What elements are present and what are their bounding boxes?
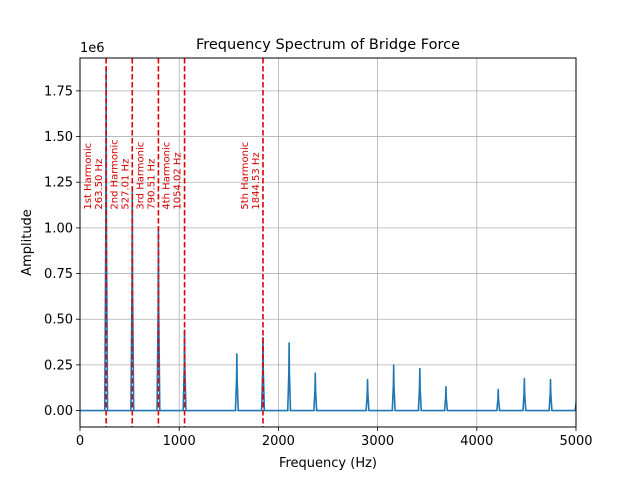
y-tick-label: 1.50 [44,130,73,145]
axis-ticks: 0 1000 2000 3000 4000 5000 0.00 0.25 0.50 0.75 1.0… [44,84,593,449]
harmonic-name-label: 4th Harmonic [162,142,173,210]
x-tick-label: 5000 [559,434,592,449]
harmonic-name-label: 3rd Harmonic [135,142,146,210]
x-tick-label: 3000 [361,434,394,449]
harmonic-label: 2nd Harmonic 527.01 Hz [109,139,131,209]
x-axis-label: Frequency (Hz) [279,456,377,471]
y-axis-label: Amplitude [20,209,35,276]
x-tick-label: 1000 [163,434,196,449]
harmonic-frequency-label: 1054.02 Hz [173,152,184,209]
y-tick-label: 0.25 [44,358,73,373]
chart-title: Frequency Spectrum of Bridge Force [196,37,460,53]
harmonic-name-label: 5th Harmonic [240,142,251,210]
y-tick-label: 0.00 [44,404,73,419]
y-tick-label: 0.50 [44,313,73,328]
harmonic-label: 1st Harmonic 263.50 Hz [83,143,105,210]
spectrum-series-line [80,68,576,412]
harmonic-name-label: 1st Harmonic [83,143,94,210]
harmonic-frequency-label: 263.50 Hz [94,159,105,210]
x-tick-label: 4000 [460,434,493,449]
harmonic-label: 4th Harmonic 1054.02 Hz [162,142,184,210]
y-tick-label: 0.75 [44,267,73,282]
y-tick-label: 1.75 [44,84,73,99]
harmonic-frequency-label: 527.01 Hz [120,159,131,210]
x-tick-label: 2000 [262,434,295,449]
harmonic-frequency-label: 1844.53 Hz [251,152,262,209]
harmonic-label: 5th Harmonic 1844.53 Hz [240,142,262,210]
x-tick-label: 0 [76,434,84,449]
y-tick-label: 1.00 [44,221,73,236]
harmonic-annotations: 1st Harmonic 263.50 Hz 2nd Harmonic 527.01 … [83,58,264,427]
harmonic-frequency-label: 790.51 Hz [146,159,157,210]
y-tick-label: 1.25 [44,176,73,191]
harmonic-label: 3rd Harmonic 790.51 Hz [135,142,157,210]
plot-area [80,68,576,412]
plot-frame [79,57,577,428]
grid-lines [79,58,577,427]
harmonic-name-label: 2nd Harmonic [109,139,120,209]
y-scale-label: 1e6 [80,41,105,56]
